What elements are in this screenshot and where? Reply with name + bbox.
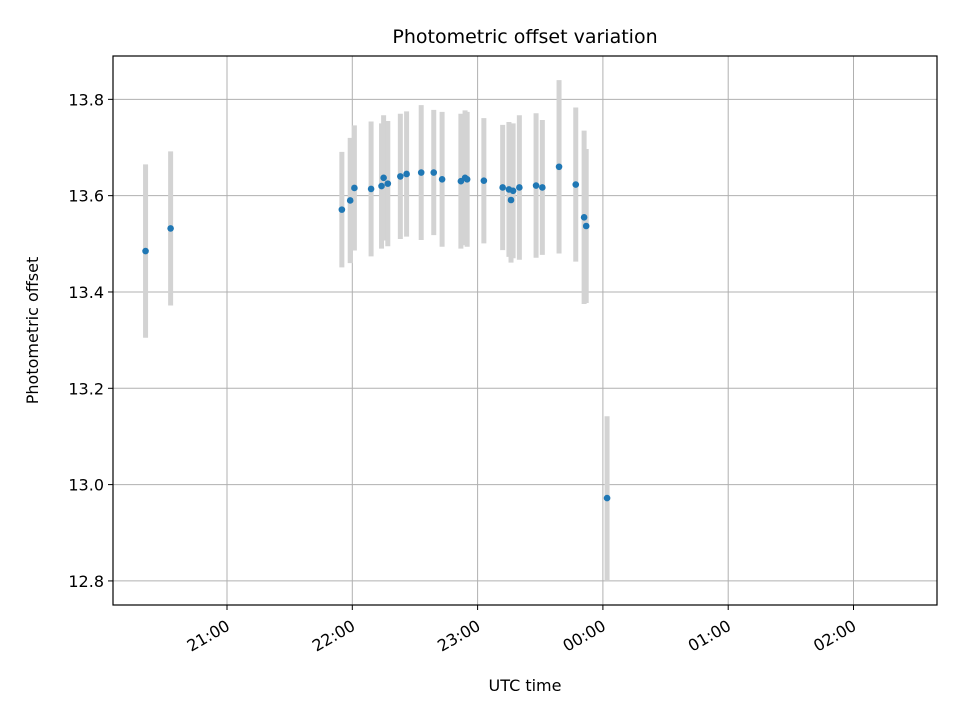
y-tick-label: 13.2 xyxy=(68,379,104,398)
x-tick-label: 23:00 xyxy=(434,616,483,656)
y-tick-label: 12.8 xyxy=(68,572,104,591)
data-point xyxy=(480,177,488,185)
x-axis-ticks: 21:00 22:00 23:00 00:00 01:00 02:00 xyxy=(184,605,860,656)
data-point xyxy=(167,225,174,232)
data-point xyxy=(555,163,563,171)
data-point xyxy=(539,184,546,191)
data-point xyxy=(499,184,506,191)
y-axis-ticks: 12.8 13.0 13.2 13.4 13.6 13.8 xyxy=(68,90,113,591)
data-point xyxy=(532,182,540,189)
x-tick-label: 21:00 xyxy=(184,616,233,656)
data-point xyxy=(346,197,354,204)
data-point xyxy=(516,184,523,191)
plot-frame xyxy=(112,55,938,606)
x-tick-label: 02:00 xyxy=(810,616,859,656)
chart-title: Photometric offset variation xyxy=(392,26,657,48)
data-point xyxy=(397,173,404,180)
data-point xyxy=(403,170,410,178)
data-point xyxy=(338,206,346,213)
data-point xyxy=(380,174,387,182)
x-axis-label: UTC time xyxy=(489,676,562,695)
y-axis-label: Photometric offset xyxy=(23,257,42,405)
data-point xyxy=(378,182,385,190)
data-point xyxy=(142,247,149,255)
data-point xyxy=(417,169,425,176)
data-point xyxy=(507,196,515,204)
data-point xyxy=(572,181,580,188)
data-point xyxy=(603,494,611,502)
data-point xyxy=(430,169,438,176)
y-tick-label: 13.0 xyxy=(68,476,104,495)
y-tick-label: 13.4 xyxy=(68,283,104,302)
data-points xyxy=(142,163,611,502)
data-point xyxy=(509,187,517,195)
y-tick-label: 13.8 xyxy=(68,90,104,109)
x-tick-label: 22:00 xyxy=(309,616,358,656)
grid-lines xyxy=(113,56,937,605)
x-tick-label: 00:00 xyxy=(559,616,608,656)
data-point xyxy=(580,214,588,221)
data-point xyxy=(384,180,392,187)
y-tick-label: 13.6 xyxy=(68,187,104,206)
data-point xyxy=(438,175,446,183)
x-tick-label: 01:00 xyxy=(685,616,734,656)
error-bars xyxy=(143,80,610,580)
data-point xyxy=(463,175,471,183)
data-point xyxy=(582,222,590,230)
data-point xyxy=(367,185,375,193)
data-point xyxy=(351,184,358,192)
